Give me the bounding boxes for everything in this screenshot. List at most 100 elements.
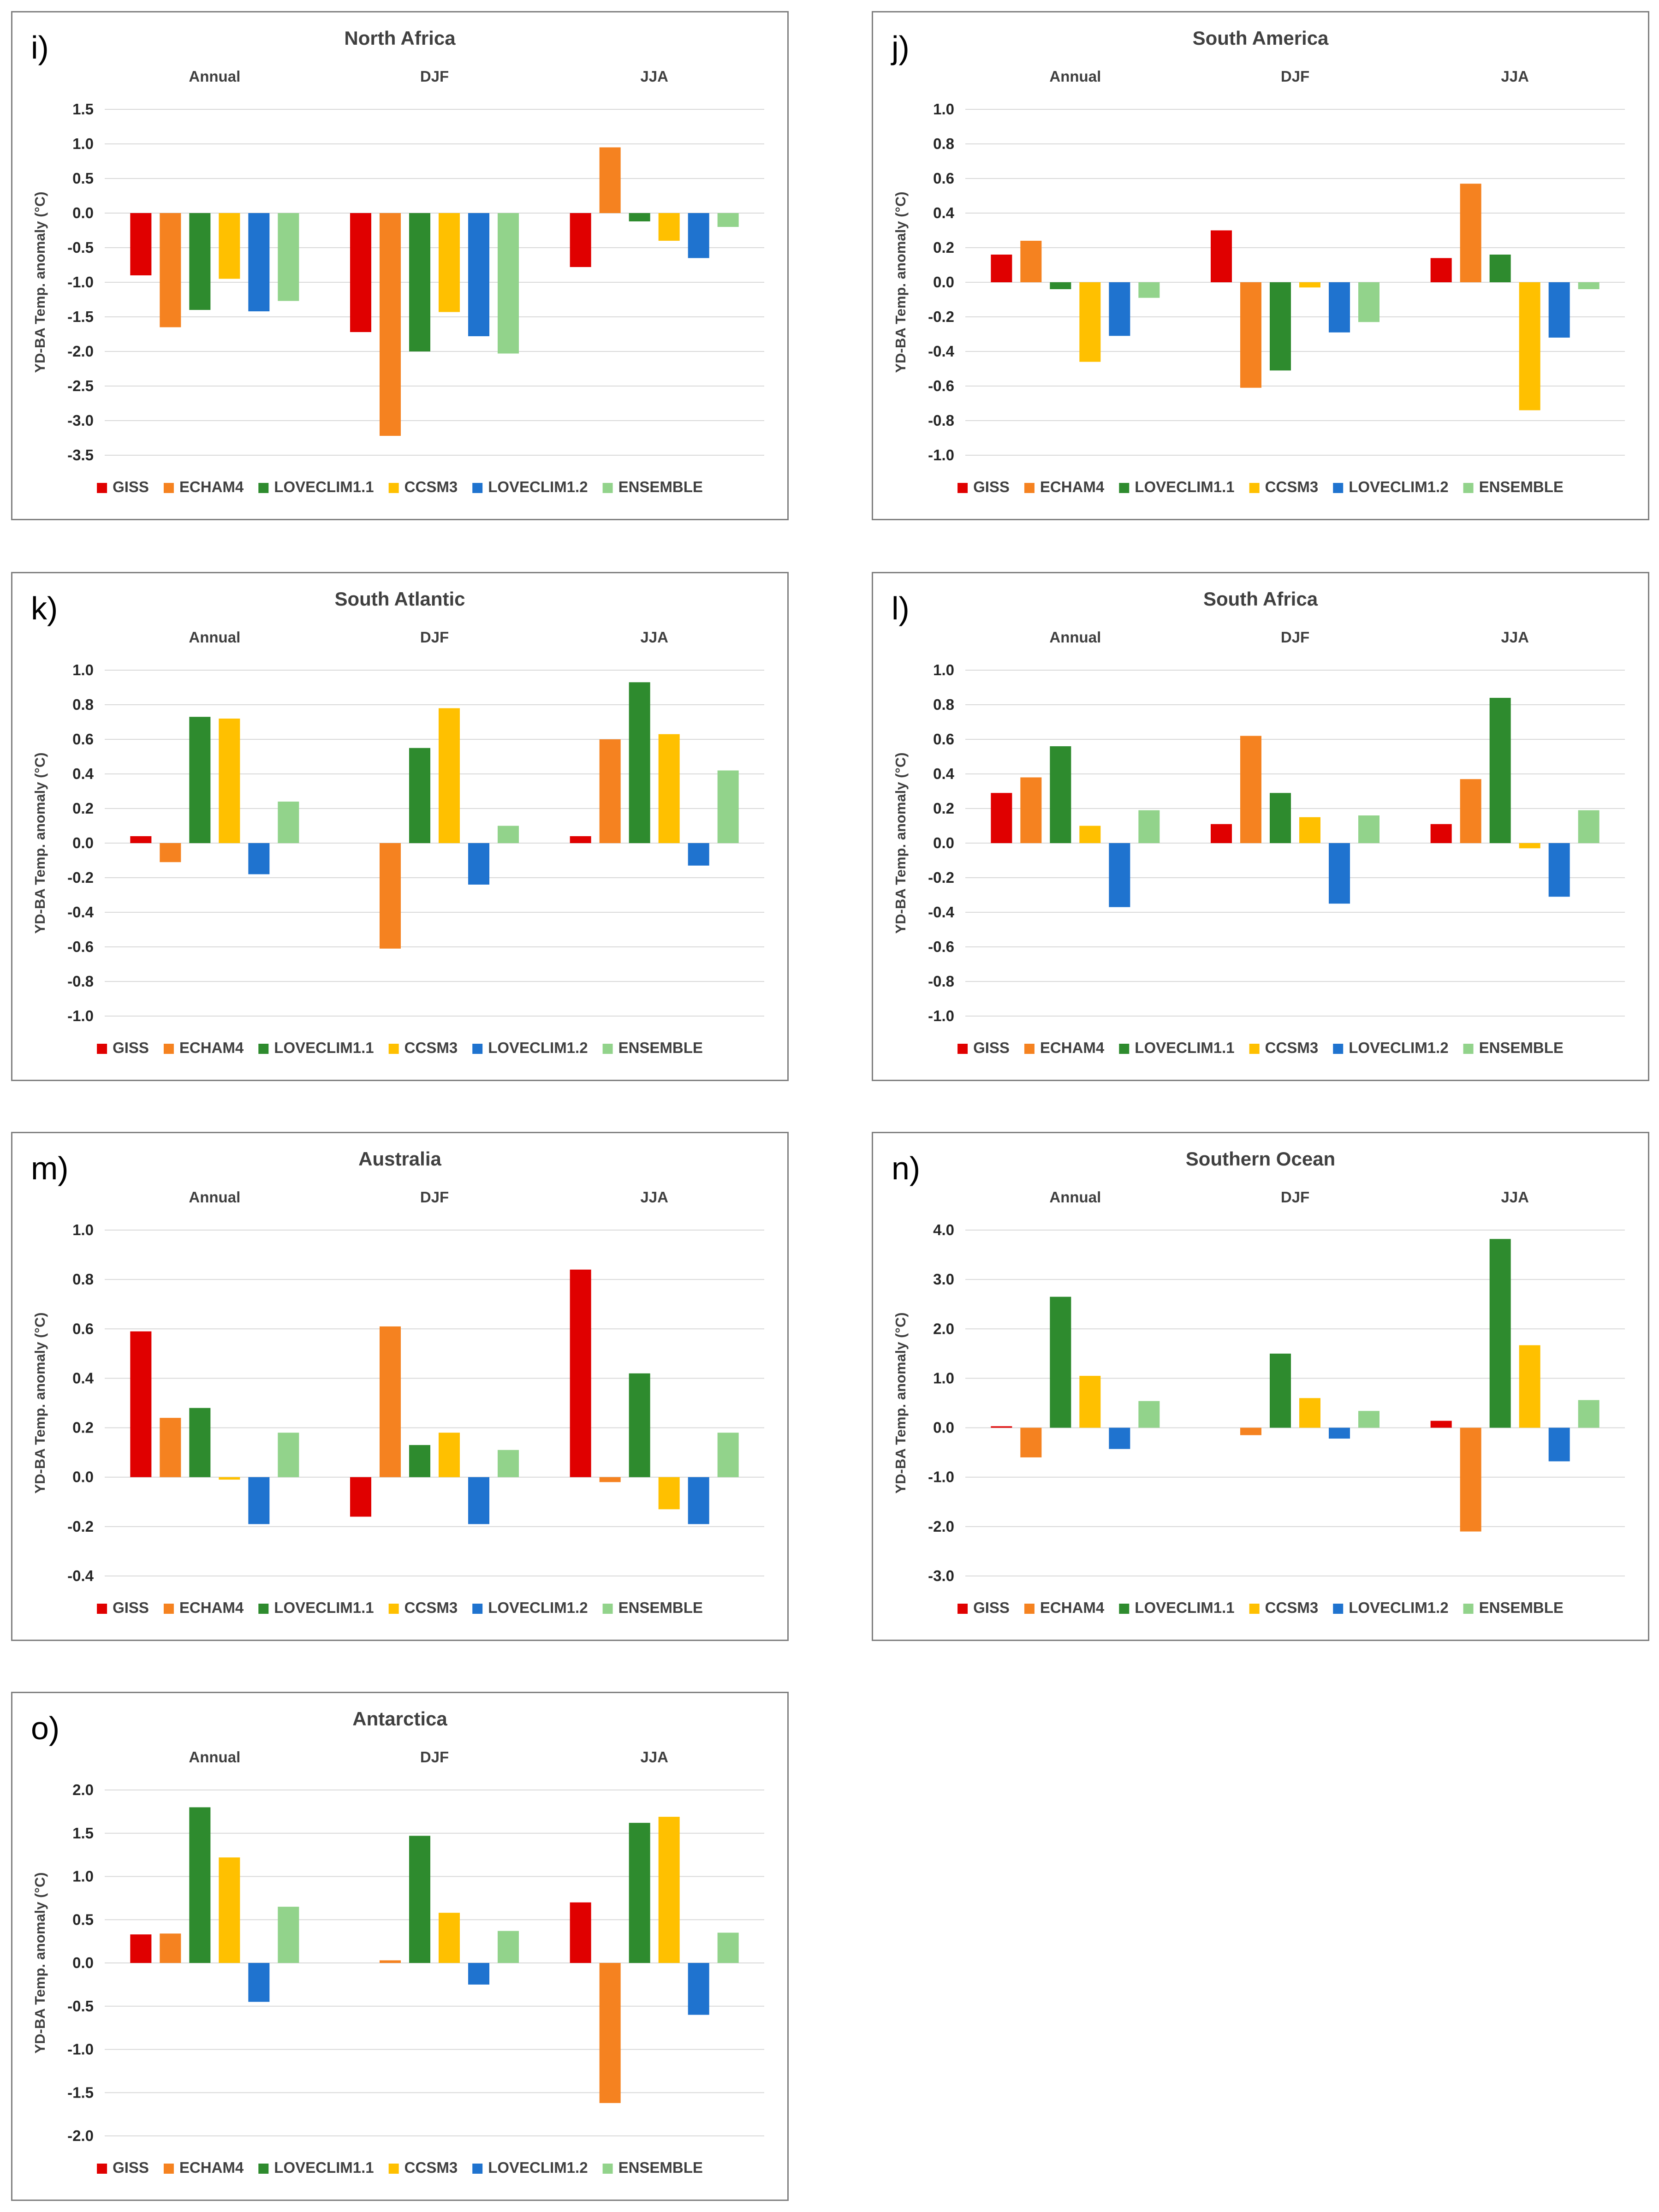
y-tick-label: -0.6 <box>67 938 94 955</box>
bar-loveclim1-1-annual <box>189 213 211 310</box>
y-tick-label: -3.5 <box>67 446 94 464</box>
y-tick-label: -0.5 <box>67 239 94 256</box>
bar-echam4-annual <box>1020 241 1042 282</box>
bar-giss-annual <box>130 1934 152 1963</box>
y-tick-label: -3.0 <box>928 1567 954 1584</box>
y-tick-label: 1.0 <box>72 1221 94 1238</box>
bar-ensemble-annual <box>278 802 299 843</box>
legend-swatch-echam4 <box>163 2164 174 2174</box>
group-label-jja: JJA <box>1501 68 1529 85</box>
legend-swatch-ensemble <box>602 1604 613 1614</box>
y-tick-label: 0.8 <box>72 696 94 713</box>
bar-loveclim1-1-djf <box>409 1836 430 1963</box>
group-label-djf: DJF <box>1281 68 1309 85</box>
y-tick-label: 0.4 <box>72 765 94 782</box>
bar-ensemble-annual <box>1138 1401 1160 1428</box>
bar-loveclim1-1-djf <box>409 213 430 351</box>
legend-label-loveclim1-1: LOVECLIM1.1 <box>274 478 374 495</box>
bar-loveclim1-1-djf <box>409 1445 430 1477</box>
bar-ensemble-djf <box>498 213 519 354</box>
y-tick-label: -0.4 <box>67 904 94 921</box>
bar-giss-annual <box>991 255 1012 282</box>
bar-loveclim1-2-jja <box>688 1963 709 2015</box>
chart-svg: k) South Atlantic 1.0 0.8 0.6 0.4 0.2 0.0 -0.2 -0… <box>31 588 764 1056</box>
y-tick-label: -0.4 <box>928 343 955 360</box>
bar-loveclim1-2-jja <box>1548 843 1570 897</box>
bar-giss-djf <box>350 213 371 332</box>
y-tick-label: 0.0 <box>72 1469 94 1486</box>
legend-swatch-giss <box>97 2164 107 2174</box>
panel-letter: k) <box>31 590 58 626</box>
legend-label-loveclim1-2: LOVECLIM1.2 <box>488 1039 588 1056</box>
bar-loveclim1-1-jja <box>1489 255 1511 282</box>
y-tick-label: 3.0 <box>933 1271 954 1288</box>
bar-loveclim1-2-djf <box>468 213 489 336</box>
legend-label-ccsm3: CCSM3 <box>404 1039 458 1056</box>
bar-ccsm3-annual <box>219 719 240 843</box>
chart-title: North Africa <box>344 27 456 49</box>
y-axis-title: YD-BA Temp. anomaly (°C) <box>32 752 48 934</box>
legend-swatch-giss <box>97 1604 107 1614</box>
y-tick-label: 0.0 <box>72 834 94 851</box>
bar-loveclim1-1-annual <box>1050 746 1071 843</box>
bar-ccsm3-djf <box>439 213 460 312</box>
bar-loveclim1-1-jja <box>629 213 650 221</box>
bar-echam4-jja <box>599 1477 621 1482</box>
bar-echam4-djf <box>380 1326 401 1477</box>
y-tick-label: -2.5 <box>67 377 94 394</box>
y-tick-label: 1.0 <box>933 1369 954 1386</box>
y-tick-label: 0.0 <box>933 274 954 291</box>
bar-giss-annual <box>991 1426 1012 1428</box>
bar-loveclim1-2-annual <box>1109 1427 1130 1449</box>
bar-ensemble-jja <box>717 1933 739 1963</box>
bar-giss-djf <box>1211 230 1232 282</box>
y-tick-label: 0.8 <box>72 1271 94 1288</box>
legend-swatch-ensemble <box>1463 1604 1474 1614</box>
legend-label-echam4: ECHAM4 <box>179 1039 244 1056</box>
bar-ensemble-jja <box>1578 1400 1600 1428</box>
legend-label-ccsm3: CCSM3 <box>1265 1599 1319 1616</box>
bar-loveclim1-2-annual <box>248 1963 270 2002</box>
legend-label-loveclim1-2: LOVECLIM1.2 <box>1349 478 1448 495</box>
group-label-jja: JJA <box>1501 1189 1529 1206</box>
legend-swatch-ccsm3 <box>1249 1604 1260 1614</box>
chart-title: Australia <box>358 1148 441 1170</box>
bar-ensemble-djf <box>1358 1411 1380 1428</box>
group-label-djf: DJF <box>420 629 449 646</box>
y-tick-label: -0.8 <box>928 412 954 429</box>
bar-ccsm3-djf <box>439 1913 460 1963</box>
bar-loveclim1-1-djf <box>1270 793 1291 843</box>
chart-title: Southern Ocean <box>1186 1148 1335 1170</box>
y-axis-title: YD-BA Temp. anomaly (°C) <box>32 1312 48 1493</box>
bar-ensemble-djf <box>498 1450 519 1477</box>
legend-swatch-loveclim1-2 <box>1333 483 1344 493</box>
panel-letter: o) <box>31 1710 59 1746</box>
bar-ensemble-jja <box>717 770 739 843</box>
bar-giss-jja <box>1430 258 1452 282</box>
bar-giss-annual <box>991 793 1012 843</box>
bar-ccsm3-jja <box>658 213 680 241</box>
group-label-annual: Annual <box>189 1189 240 1206</box>
bar-giss-jja <box>1430 1421 1452 1428</box>
y-tick-label: 2.0 <box>72 1781 94 1798</box>
y-axis-title: YD-BA Temp. anomaly (°C) <box>32 1872 48 2053</box>
legend-swatch-ccsm3 <box>1249 483 1260 493</box>
y-tick-label: 0.6 <box>72 1320 94 1337</box>
y-axis-title: YD-BA Temp. anomaly (°C) <box>32 191 48 373</box>
bar-echam4-djf <box>1240 736 1261 843</box>
y-tick-label: -1.0 <box>67 2041 94 2058</box>
group-label-djf: DJF <box>1281 1189 1309 1206</box>
bar-ensemble-jja <box>717 1433 739 1477</box>
y-tick-label: -0.6 <box>928 377 954 394</box>
legend-swatch-ensemble <box>602 483 613 493</box>
legend-label-ensemble: ENSEMBLE <box>618 478 703 495</box>
legend-label-giss: GISS <box>113 478 149 495</box>
legend-label-giss: GISS <box>973 1039 1010 1056</box>
legend-swatch-loveclim1-1 <box>258 1604 269 1614</box>
legend-label-loveclim1-2: LOVECLIM1.2 <box>1349 1599 1448 1616</box>
y-tick-label: 1.0 <box>72 661 94 678</box>
legend-label-ccsm3: CCSM3 <box>404 2159 458 2176</box>
bar-ccsm3-djf <box>1299 282 1320 288</box>
bar-ccsm3-annual <box>1079 282 1101 362</box>
legend-label-ccsm3: CCSM3 <box>404 478 458 495</box>
